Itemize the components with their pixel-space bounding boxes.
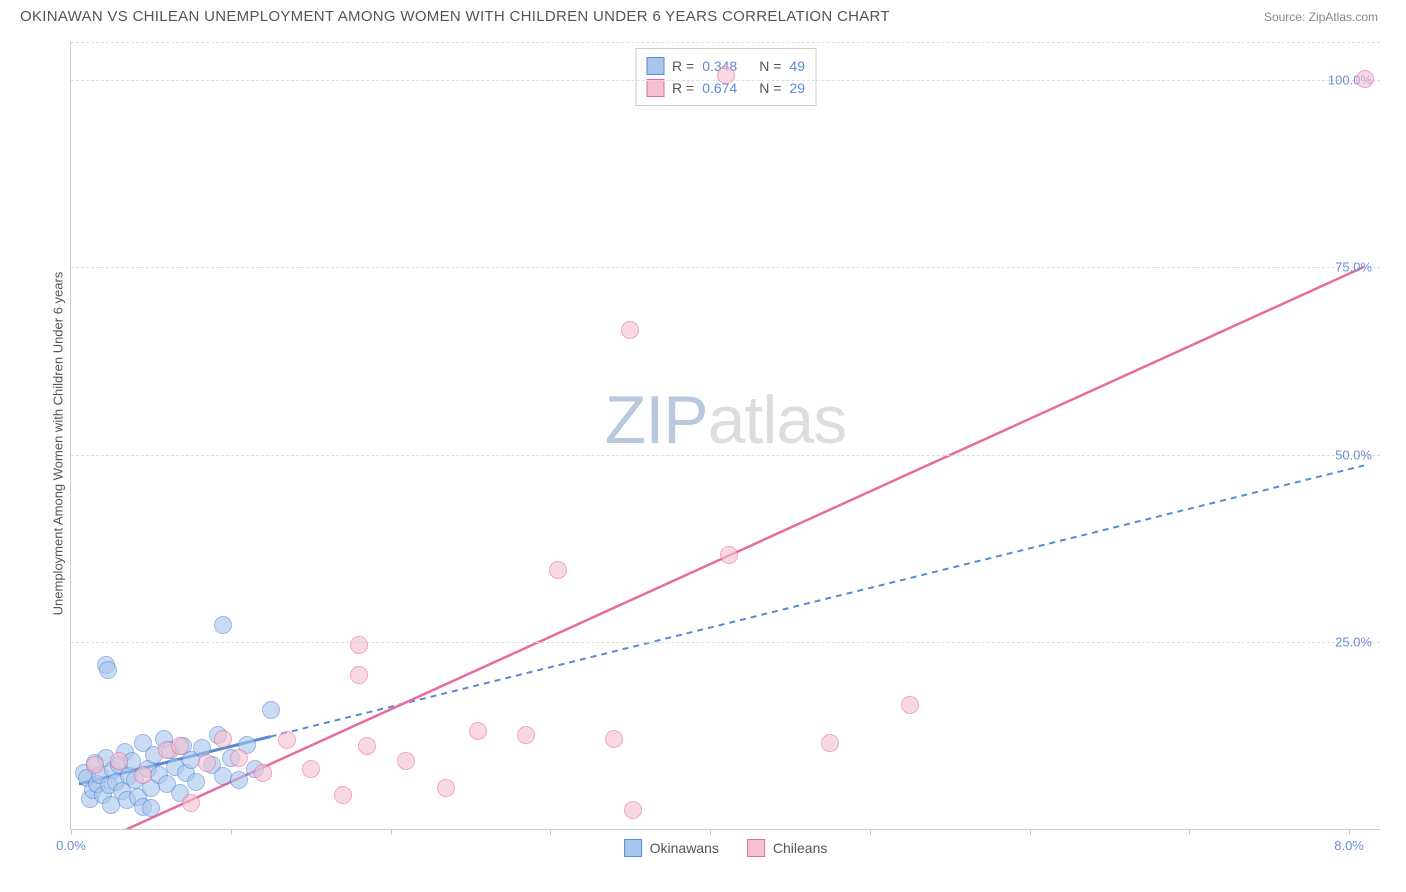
x-tick bbox=[710, 829, 711, 835]
stats-r-value: 0.674 bbox=[702, 80, 737, 96]
x-tick bbox=[391, 829, 392, 835]
stats-n-value: 49 bbox=[789, 58, 805, 74]
x-tick bbox=[1030, 829, 1031, 835]
x-tick-label: 0.0% bbox=[56, 838, 86, 853]
stats-swatch-icon bbox=[646, 57, 664, 75]
legend-swatch-icon bbox=[747, 839, 765, 857]
scatter-point-chileans bbox=[517, 726, 535, 744]
stats-n-value: 29 bbox=[789, 80, 805, 96]
scatter-point-chileans bbox=[254, 764, 272, 782]
scatter-point-okinawans bbox=[99, 661, 117, 679]
scatter-point-chileans bbox=[182, 794, 200, 812]
legend-item-okinawans: Okinawans bbox=[624, 839, 719, 857]
trendline-okinawans-dashed bbox=[271, 465, 1364, 736]
watermark-atlas: atlas bbox=[708, 382, 847, 458]
stats-swatch-icon bbox=[646, 79, 664, 97]
scatter-point-chileans bbox=[134, 766, 152, 784]
scatter-point-okinawans bbox=[230, 771, 248, 789]
stats-r-label: R = bbox=[672, 80, 694, 96]
scatter-point-chileans bbox=[821, 734, 839, 752]
watermark-zip: ZIP bbox=[605, 382, 708, 458]
gridline-h bbox=[71, 642, 1380, 643]
gridline-h bbox=[71, 455, 1380, 456]
scatter-point-chileans bbox=[717, 66, 735, 84]
scatter-point-chileans bbox=[901, 696, 919, 714]
scatter-point-okinawans bbox=[214, 767, 232, 785]
x-tick bbox=[1349, 829, 1350, 835]
gridline-h bbox=[71, 267, 1380, 268]
scatter-point-chileans bbox=[720, 546, 738, 564]
x-tick-label: 8.0% bbox=[1334, 838, 1364, 853]
scatter-point-chileans bbox=[230, 749, 248, 767]
chart-title: OKINAWAN VS CHILEAN UNEMPLOYMENT AMONG W… bbox=[20, 8, 890, 25]
scatter-point-chileans bbox=[110, 752, 128, 770]
stats-n-label: N = bbox=[759, 80, 781, 96]
scatter-point-chileans bbox=[397, 752, 415, 770]
legend-label: Chileans bbox=[773, 840, 827, 856]
chart-area: Unemployment Among Women with Children U… bbox=[50, 42, 1380, 830]
x-tick bbox=[870, 829, 871, 835]
scatter-point-chileans bbox=[605, 730, 623, 748]
scatter-point-chileans bbox=[171, 737, 189, 755]
scatter-point-chileans bbox=[350, 666, 368, 684]
x-tick bbox=[550, 829, 551, 835]
scatter-point-chileans bbox=[621, 321, 639, 339]
scatter-point-chileans bbox=[334, 786, 352, 804]
scatter-point-chileans bbox=[86, 756, 104, 774]
scatter-point-chileans bbox=[198, 754, 216, 772]
y-tick-label: 50.0% bbox=[1335, 447, 1372, 462]
y-axis-label: Unemployment Among Women with Children U… bbox=[51, 272, 66, 616]
scatter-point-chileans bbox=[624, 801, 642, 819]
source-attribution: Source: ZipAtlas.com bbox=[1264, 10, 1378, 24]
y-tick-label: 75.0% bbox=[1335, 260, 1372, 275]
scatter-point-okinawans bbox=[142, 799, 160, 817]
x-tick bbox=[1189, 829, 1190, 835]
scatter-point-chileans bbox=[214, 730, 232, 748]
scatter-point-chileans bbox=[437, 779, 455, 797]
scatter-point-chileans bbox=[549, 561, 567, 579]
x-tick bbox=[71, 829, 72, 835]
x-tick bbox=[231, 829, 232, 835]
y-tick-label: 25.0% bbox=[1335, 635, 1372, 650]
scatter-point-chileans bbox=[358, 737, 376, 755]
legend-label: Okinawans bbox=[650, 840, 719, 856]
scatter-point-chileans bbox=[278, 731, 296, 749]
scatter-point-chileans bbox=[469, 722, 487, 740]
scatter-point-chileans bbox=[350, 636, 368, 654]
gridline-h bbox=[71, 42, 1380, 43]
scatter-point-chileans bbox=[302, 760, 320, 778]
scatter-point-okinawans bbox=[187, 773, 205, 791]
series-legend: Okinawans Chileans bbox=[624, 839, 828, 857]
scatter-point-chileans bbox=[1356, 70, 1374, 88]
watermark: ZIPatlas bbox=[605, 381, 846, 459]
source-name: ZipAtlas.com bbox=[1309, 10, 1378, 24]
scatter-plot: ZIPatlas R =0.348N =49R =0.674N =29 Okin… bbox=[70, 42, 1380, 830]
stats-r-label: R = bbox=[672, 58, 694, 74]
legend-swatch-icon bbox=[624, 839, 642, 857]
stats-n-label: N = bbox=[759, 58, 781, 74]
trendline-chileans bbox=[111, 267, 1364, 829]
scatter-point-okinawans bbox=[214, 616, 232, 634]
scatter-point-okinawans bbox=[262, 701, 280, 719]
source-prefix: Source: bbox=[1264, 10, 1309, 24]
legend-item-chileans: Chileans bbox=[747, 839, 827, 857]
